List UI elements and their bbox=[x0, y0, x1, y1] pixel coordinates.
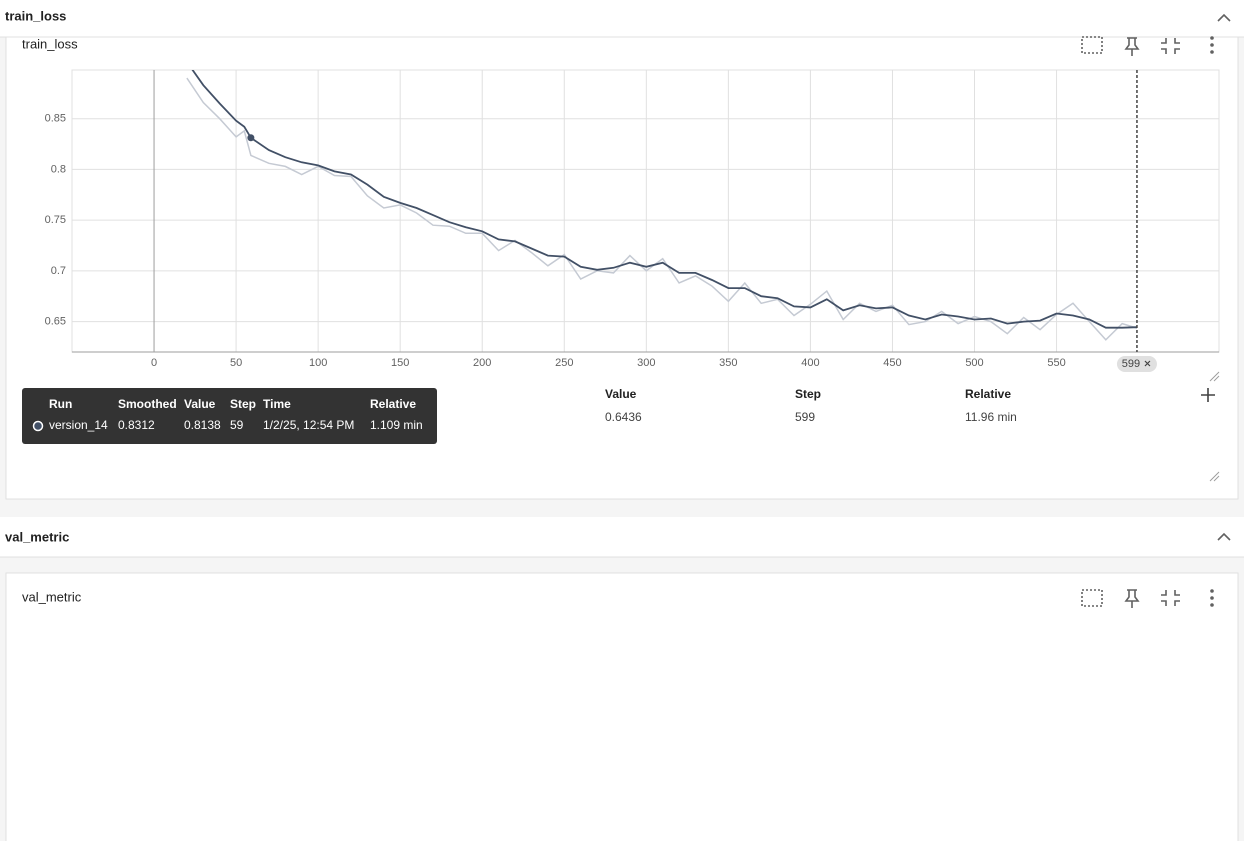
x-tick-label: 400 bbox=[801, 357, 819, 369]
section-header[interactable] bbox=[0, 517, 1244, 557]
card-toolbar bbox=[1081, 36, 1214, 56]
y-tick-label: 0.75 bbox=[45, 214, 66, 226]
selected-step-chip bbox=[1116, 356, 1157, 372]
y-tick-label: 0.65 bbox=[45, 315, 66, 327]
x-tick-label: 200 bbox=[473, 357, 491, 369]
plot-area bbox=[71, 69, 1220, 353]
collapse-caret[interactable] bbox=[1217, 13, 1231, 22]
series-line bbox=[191, 70, 1138, 329]
x-tick-label: 300 bbox=[637, 357, 655, 369]
tooltip-cell: 0.8138 bbox=[184, 418, 221, 432]
y-tick-label: 0.8 bbox=[51, 163, 66, 175]
section-title: val_metric bbox=[5, 529, 69, 544]
x-tick-label: 450 bbox=[883, 357, 901, 369]
card bbox=[5, 572, 1239, 841]
tooltip-run-color bbox=[32, 420, 44, 432]
section-header[interactable] bbox=[0, 0, 1244, 37]
column-header: Relative bbox=[965, 387, 1011, 401]
add-column[interactable] bbox=[1201, 388, 1215, 402]
x-tick-label: 50 bbox=[230, 357, 242, 369]
tooltip-box bbox=[22, 388, 437, 444]
fit-icon[interactable] bbox=[1081, 589, 1103, 607]
tooltip-header: Value bbox=[184, 397, 216, 411]
column-header: Step bbox=[795, 387, 821, 401]
expand-icon[interactable] bbox=[1161, 590, 1180, 606]
tooltip-header: Step bbox=[230, 397, 256, 411]
x-tick-label: 150 bbox=[391, 357, 409, 369]
tooltip-header: Relative bbox=[370, 397, 416, 411]
column-header: Value bbox=[605, 387, 637, 401]
pin-icon[interactable] bbox=[1124, 589, 1140, 608]
expand-icon[interactable] bbox=[1161, 38, 1180, 54]
card-title: val_metric bbox=[22, 589, 82, 604]
x-tick-label: 500 bbox=[965, 357, 983, 369]
pin-icon[interactable] bbox=[1124, 37, 1140, 56]
tooltip-cell: 1/2/25, 12:54 PM bbox=[263, 418, 354, 432]
x-tick-label: 350 bbox=[719, 357, 737, 369]
tooltip-cell: version_14 bbox=[49, 418, 108, 432]
selected-step-label: 599 bbox=[1122, 358, 1140, 370]
fit-icon[interactable] bbox=[1081, 36, 1103, 54]
tooltip-header: Smoothed bbox=[118, 397, 177, 411]
tooltip-cell: 1.109 min bbox=[370, 418, 423, 432]
hover-point bbox=[247, 134, 255, 142]
y-tick-label: 0.85 bbox=[45, 113, 66, 125]
tooltip: Run Smoothed Value Step Time Relative version_… bbox=[22, 388, 437, 444]
x-tick-label: 550 bbox=[1047, 357, 1065, 369]
step-cell: 599 bbox=[795, 410, 815, 424]
tooltip-cell: 0.8312 bbox=[118, 418, 155, 432]
chart: 0.65 0.7 0.75 0.8 0.85 0 50 100 150 200 250 300 350 4… bbox=[45, 69, 1220, 372]
x-tick-label: 0 bbox=[151, 357, 157, 369]
resize-handle[interactable] bbox=[1209, 371, 1220, 382]
tooltip-header: Time bbox=[263, 397, 291, 411]
y-tick-label: 0.7 bbox=[51, 265, 66, 277]
collapse-caret[interactable] bbox=[1217, 532, 1231, 541]
resize-handle[interactable] bbox=[1209, 471, 1220, 482]
section-title: train_loss bbox=[5, 8, 66, 23]
tooltip-cell: 59 bbox=[230, 418, 244, 432]
more-icon[interactable] bbox=[1210, 36, 1214, 54]
clear-step bbox=[1144, 360, 1151, 367]
x-tick-label: 100 bbox=[309, 357, 327, 369]
x-tick-label: 250 bbox=[555, 357, 573, 369]
more-icon[interactable] bbox=[1210, 589, 1214, 607]
card-title: train_loss bbox=[22, 36, 78, 51]
relative-cell: 11.96 min bbox=[965, 410, 1017, 424]
card-toolbar bbox=[1081, 589, 1214, 608]
value-cell: 0.6436 bbox=[605, 410, 642, 424]
tooltip-header: Run bbox=[49, 397, 72, 411]
